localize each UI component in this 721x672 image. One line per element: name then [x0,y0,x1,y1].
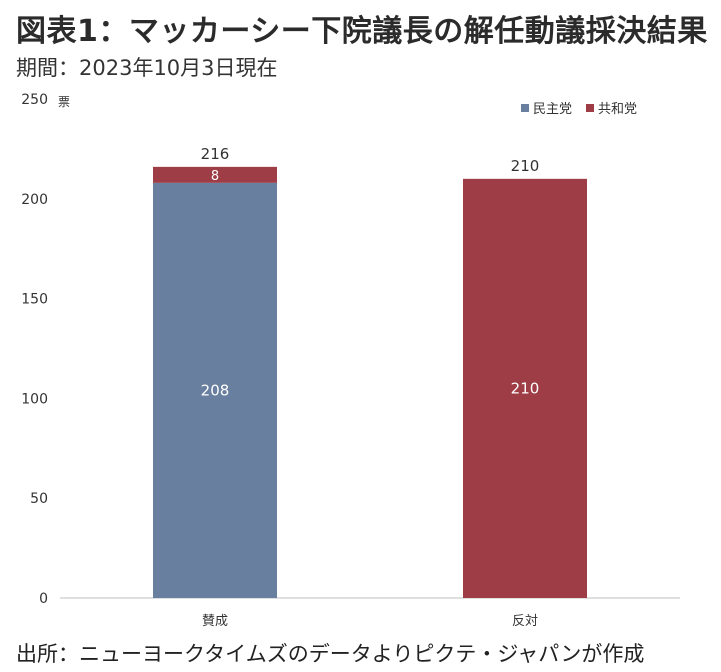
legend-item-democrat: 民主党 [521,98,572,117]
legend-swatch-democrat [521,103,529,112]
bar-data-label: 8 [211,169,219,184]
y-tick-label: 100 [21,391,48,407]
y-axis-unit: 票 [58,95,71,109]
y-tick-label: 150 [21,292,48,308]
legend-label-democrat: 民主党 [533,102,573,117]
bar-data-label: 210 [511,379,540,397]
legend-item-republican: 共和党 [586,98,637,117]
y-tick-label: 200 [21,192,48,208]
x-tick-label: 賛成 [202,614,228,629]
bar-total-label: 210 [511,157,540,175]
y-tick-label: 250 [21,92,48,108]
y-tick-label: 50 [30,491,48,507]
bar-segment [463,178,587,598]
bar-total-label: 216 [201,145,230,163]
y-tick-label: 0 [39,591,48,607]
legend-label-republican: 共和党 [598,102,638,117]
x-tick-label: 反対 [512,614,538,629]
source-note: 出所：ニューヨークタイムズのデータよりピクテ・ジャパンが作成 [16,642,645,666]
chart-subtitle: 期間：2023年10月3日現在 [16,56,278,80]
chart-title: 図表1：マッカーシー下院議長の解任動議採決結果 [16,14,708,49]
legend: 民主党 共和党 [521,98,637,117]
legend-swatch-republican [586,103,595,112]
bar-segment [153,166,277,183]
bar-data-label: 208 [201,381,230,399]
bar-segment [153,182,277,598]
